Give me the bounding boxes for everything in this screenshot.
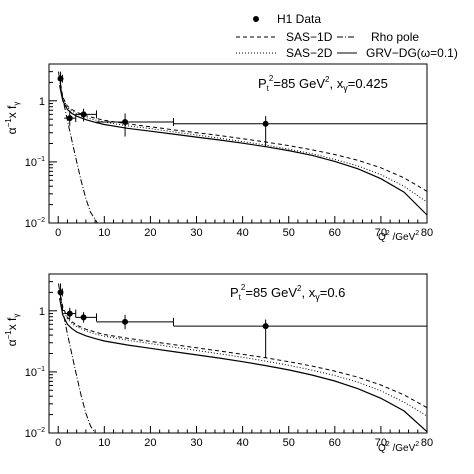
x-tick-label: 40 bbox=[236, 227, 248, 239]
data-point-h1 bbox=[64, 111, 77, 126]
legend-label-sas-1d: SAS−1D bbox=[286, 30, 333, 44]
series-line-sas-1d bbox=[59, 77, 428, 192]
legend-label-rho-pole: Rho pole bbox=[371, 30, 419, 44]
x-tick-label: 70 bbox=[375, 437, 387, 449]
x-tick-label: 10 bbox=[98, 227, 110, 239]
y-tick-label: 10−1 bbox=[25, 156, 45, 169]
series-line-grv-dg-0-1 bbox=[59, 298, 428, 433]
data-point-h1 bbox=[96, 314, 174, 330]
x-tick-label: 60 bbox=[329, 227, 341, 239]
data-point-h1 bbox=[173, 319, 428, 358]
x-tick-label: 10 bbox=[98, 437, 110, 449]
y-tick-label: 1 bbox=[39, 306, 45, 318]
y-tick-label: 10−2 bbox=[25, 217, 45, 230]
series-group-top bbox=[57, 71, 428, 224]
legend-label-sas-2d: SAS−2D bbox=[286, 46, 333, 60]
x-ticks-top: 0 10 20 30 40 50 60 70 80 bbox=[55, 216, 433, 239]
panel-title-top: Pt2=85 GeV2, xγ=0.425 bbox=[258, 74, 388, 93]
y-axis-label-top: α−1x fγ bbox=[4, 102, 21, 135]
panel-bottom: 0 10 20 30 40 50 60 70 80 10−2 10−1 1 Pt2=85 GeV2,… bbox=[4, 273, 433, 454]
series-line-grv-dg-0-1 bbox=[59, 85, 428, 216]
y-tick-label: 1 bbox=[39, 96, 45, 108]
x-tick-label: 80 bbox=[421, 227, 433, 239]
panel-top: 0 10 20 30 40 50 60 70 80 10−2 10−1 1 Pt2=85 GeV2,… bbox=[4, 63, 433, 243]
data-point-h1 bbox=[96, 113, 174, 137]
data-point-h1 bbox=[75, 312, 97, 323]
y-ticks-bottom: 10−2 10−1 1 bbox=[25, 273, 57, 440]
x-tick-label: 80 bbox=[421, 437, 433, 449]
series-line-sas-2d bbox=[59, 292, 428, 417]
data-point-h1 bbox=[173, 116, 428, 148]
series-line-sas-2d bbox=[59, 79, 428, 203]
x-tick-label: 50 bbox=[283, 227, 295, 239]
y-tick-label: 10−2 bbox=[25, 427, 45, 440]
x-tick-label: 60 bbox=[329, 437, 341, 449]
x-axis-label-bottom: Q2 /GeV2 bbox=[378, 441, 419, 454]
x-tick-label: 20 bbox=[144, 227, 156, 239]
series-line-rho-pole bbox=[58, 71, 98, 224]
series-line-rho-pole bbox=[58, 283, 96, 434]
y-ticks-top: 10−2 10−1 1 bbox=[25, 63, 57, 230]
x-tick-label: 0 bbox=[55, 227, 61, 239]
x-tick-label: 30 bbox=[190, 437, 202, 449]
legend-label-h1-data: H1 Data bbox=[277, 12, 321, 26]
y-tick-label: 10−1 bbox=[25, 366, 45, 379]
legend: H1 Data SAS−1D Rho pole SAS−2D GRV−DG(ω=… bbox=[236, 12, 458, 60]
x-tick-label: 40 bbox=[236, 437, 248, 449]
x-tick-label: 20 bbox=[144, 437, 156, 449]
series-line-sas-1d bbox=[59, 289, 428, 409]
x-tick-label: 50 bbox=[283, 437, 295, 449]
legend-marker-h1-data bbox=[253, 16, 259, 22]
x-ticks-bottom: 0 10 20 30 40 50 60 70 80 bbox=[55, 426, 433, 449]
x-tick-label: 70 bbox=[375, 227, 387, 239]
panel-title-bottom: Pt2=85 GeV2, xγ=0.6 bbox=[230, 283, 345, 302]
y-axis-label-bottom: α−1x fγ bbox=[4, 314, 21, 347]
x-tick-label: 0 bbox=[55, 437, 61, 449]
x-tick-label: 30 bbox=[190, 227, 202, 239]
series-group-bottom bbox=[57, 283, 428, 434]
x-axis-label-top: Q2 /GeV2 bbox=[378, 230, 419, 243]
legend-label-grv-dg: GRV−DG(ω=0.1) bbox=[366, 46, 458, 60]
